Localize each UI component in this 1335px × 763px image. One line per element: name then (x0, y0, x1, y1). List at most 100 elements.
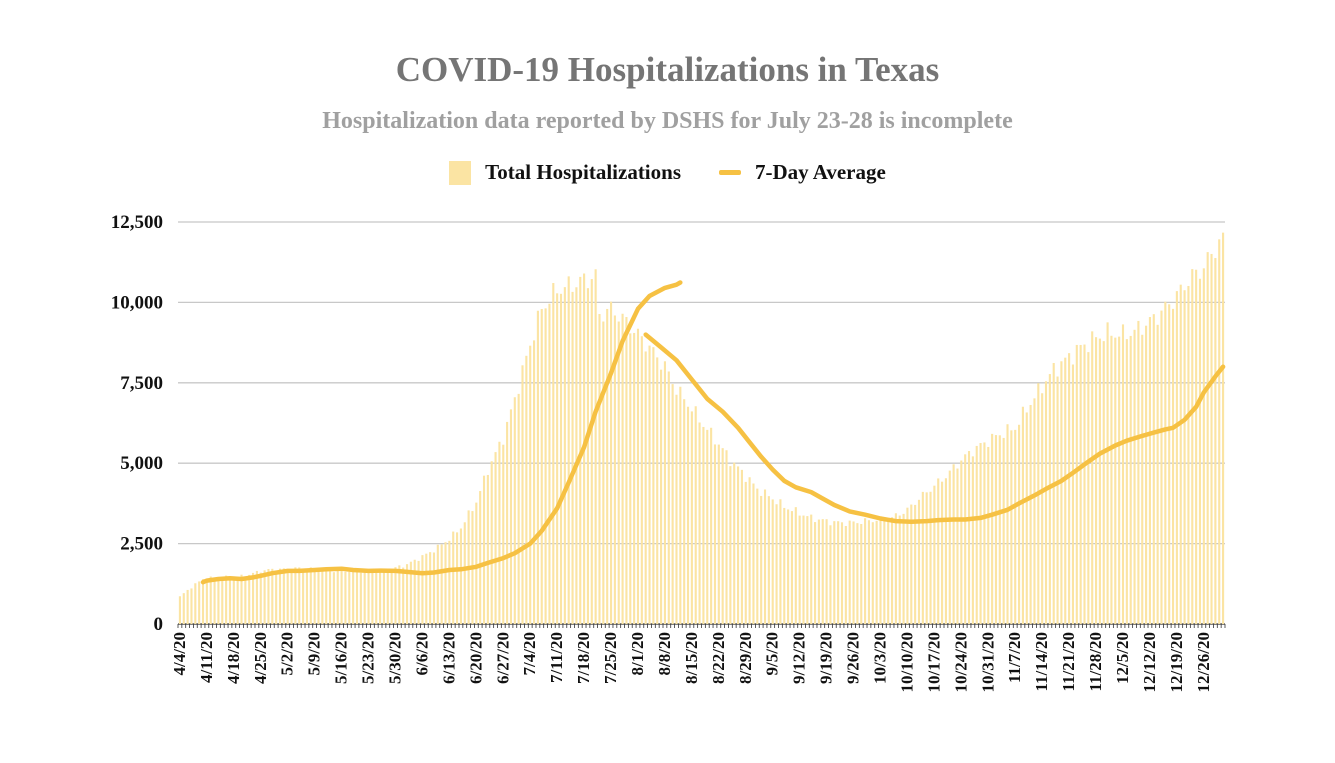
bar-total-hospitalizations (840, 522, 844, 624)
bar-total-hospitalizations (671, 384, 674, 624)
bar-total-hospitalizations (798, 515, 801, 624)
bar-total-hospitalizations (421, 555, 424, 624)
legend-swatch-bar (449, 160, 472, 185)
x-tick-label: 11/7/20 (1005, 632, 1024, 683)
bar-total-hospitalizations (302, 568, 305, 624)
bar-total-hospitalizations (321, 570, 324, 624)
bar-total-hospitalizations (1029, 404, 1032, 624)
bar-total-hospitalizations (833, 521, 836, 624)
y-tick-label: 7,500 (120, 373, 163, 394)
bar-total-hospitalizations (660, 369, 663, 624)
bar-total-hospitalizations (513, 397, 516, 624)
x-tick-label: 10/31/20 (978, 632, 997, 692)
bar-total-hospitalizations (602, 321, 605, 624)
bar-total-hospitalizations (844, 525, 847, 624)
bar-total-hospitalizations (864, 518, 867, 624)
bar-total-hospitalizations (1006, 424, 1009, 624)
bar-total-hospitalizations (925, 492, 928, 624)
bar-total-hospitalizations (563, 287, 566, 624)
chart-subtitle: Hospitalization data reported by DSHS fo… (322, 108, 1013, 134)
bar-total-hospitalizations (960, 460, 963, 624)
bar-total-hospitalizations (967, 451, 971, 624)
bar-total-hospitalizations (648, 345, 651, 624)
bar-total-hospitalizations (686, 406, 690, 624)
bar-total-hospitalizations (252, 572, 255, 624)
bar-total-hospitalizations (952, 464, 955, 624)
bar-total-hospitalizations (1118, 336, 1121, 624)
bar-total-hospitalizations (1145, 325, 1148, 624)
bar-total-hospitalizations (1060, 361, 1063, 624)
bar-total-hospitalizations (860, 523, 863, 624)
bar-total-hospitalizations (721, 448, 724, 624)
bar-total-hospitalizations (221, 578, 224, 624)
bar-total-hospitalizations (1206, 252, 1209, 624)
x-tick-label: 4/4/20 (170, 632, 189, 675)
bar-total-hospitalizations (506, 421, 509, 624)
bar-total-hospitalizations (448, 540, 451, 624)
bar-total-hospitalizations (806, 516, 809, 624)
x-tick-label: 4/25/20 (251, 632, 270, 684)
bar-total-hospitalizations (744, 481, 747, 624)
bar-total-hospitalizations (1025, 412, 1028, 624)
legend-label-average: 7-Day Average (755, 160, 886, 184)
x-tick-label: 4/11/20 (197, 632, 216, 683)
bar-total-hospitalizations (529, 345, 532, 624)
bar-total-hospitalizations (1191, 269, 1194, 624)
bar-total-hospitalizations (740, 469, 743, 624)
bar-total-hospitalizations (544, 308, 547, 624)
bar-total-hospitalizations (1044, 381, 1048, 624)
x-tick-label: 5/9/20 (305, 632, 324, 675)
bar-total-hospitalizations (1052, 362, 1055, 624)
bar-total-hospitalizations (921, 491, 924, 624)
bar-total-hospitalizations (1156, 324, 1159, 624)
bar-total-hospitalizations (725, 450, 728, 624)
x-tick-label: 6/13/20 (439, 632, 458, 684)
bar-total-hospitalizations (983, 442, 986, 624)
bar-total-hospitalizations (548, 303, 551, 624)
bar-total-hospitalizations (186, 589, 189, 624)
bar-total-hospitalizations (209, 576, 212, 624)
bar-total-hospitalizations (340, 570, 343, 624)
x-tick-label: 7/18/20 (574, 632, 593, 684)
bar-total-hospitalizations (440, 544, 443, 624)
bar-total-hospitalizations (829, 525, 832, 624)
bar-total-hospitalizations (729, 466, 732, 624)
bar-total-hospitalizations (371, 572, 374, 624)
bar-total-hospitalizations (1175, 291, 1178, 624)
bar-total-hospitalizations (690, 411, 693, 624)
bar-total-hospitalizations (937, 478, 940, 624)
bar-total-hospitalizations (879, 516, 882, 624)
bar-total-hospitalizations (313, 569, 316, 624)
x-tick-label: 10/17/20 (924, 632, 943, 692)
bar-total-hospitalizations (767, 496, 770, 624)
bar-total-hospitalizations (663, 361, 666, 624)
bar-total-hospitalizations (1098, 338, 1101, 624)
x-tick-label: 10/24/20 (951, 632, 970, 692)
bar-total-hospitalizations (429, 552, 432, 624)
bar-total-hospitalizations (783, 507, 786, 624)
bar-total-hospitalizations (344, 571, 347, 624)
bar-total-hospitalizations (1171, 308, 1175, 624)
x-tick-label: 12/5/20 (1113, 632, 1132, 684)
bar-total-hospitalizations (941, 481, 944, 624)
bar-total-hospitalizations (532, 340, 536, 624)
bar-total-hospitalizations (248, 574, 251, 624)
bar-total-hospitalizations (225, 575, 228, 624)
bar-total-hospitalizations (413, 559, 416, 624)
x-tick-label: 8/29/20 (736, 632, 755, 684)
bar-total-hospitalizations (198, 581, 201, 624)
bar-total-hospitalizations (255, 570, 258, 624)
bar-total-hospitalizations (760, 495, 763, 624)
bar-total-hospitalizations (825, 519, 828, 624)
x-tick-label: 5/2/20 (278, 632, 297, 675)
bar-total-hospitalizations (1114, 337, 1117, 624)
bar-total-hospitalizations (432, 552, 436, 624)
bar-total-hospitalizations (964, 454, 967, 624)
x-tick-label: 9/26/20 (844, 632, 863, 684)
bar-total-hospitalizations (948, 470, 951, 624)
bar-total-hospitalizations (856, 523, 859, 624)
bar-total-hospitalizations (1106, 322, 1109, 624)
bar-total-hospitalizations (887, 520, 890, 624)
bar-total-hospitalizations (652, 347, 655, 624)
x-tick-label: 5/16/20 (332, 632, 351, 684)
